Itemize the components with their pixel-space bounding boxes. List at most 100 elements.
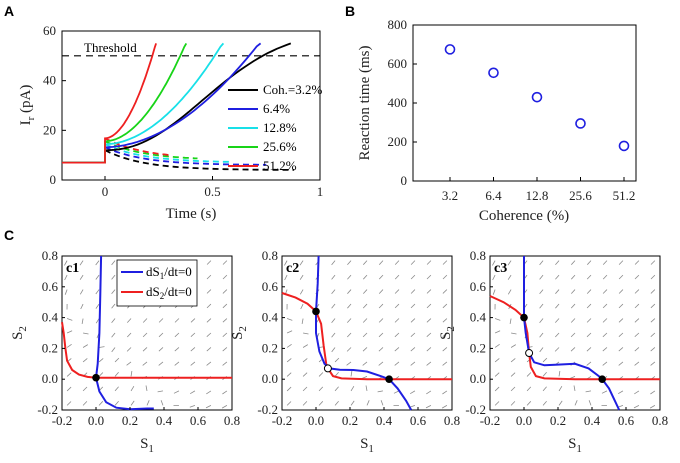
y-tick-label: -0.2 [257,402,278,417]
field-arrow [588,400,592,406]
x-tick-label: 0.4 [584,413,601,428]
field-arrow [618,347,624,352]
y-tick-label: 0.8 [470,248,486,263]
field-arrow [554,347,560,352]
axis-label-sub: 2 [445,326,457,332]
field-arrow [650,303,656,309]
field-arrow [284,274,288,281]
field-arrow [126,361,132,366]
field-arrow [142,318,148,323]
y-tick-label: 0 [401,173,408,188]
field-arrow [205,405,212,409]
x-tick-label: 0.6 [190,413,207,428]
winning-curve [62,43,157,164]
field-arrow [650,289,656,294]
field-arrow [222,274,228,280]
panel-a-frame [61,30,321,181]
x-tick-label: 0.8 [652,413,668,428]
x-tick-label: 51.2 [613,188,636,203]
field-arrow [190,347,196,352]
field-arrow [350,370,353,377]
field-arrow [331,332,336,338]
field-arrow [366,400,370,406]
data-point [488,67,499,79]
panel-b-y-label: Reaction time (ms) [357,46,373,161]
field-arrow [539,318,544,324]
field-arrow [64,260,68,266]
field-arrow [586,289,592,294]
field-arrow [510,344,517,348]
field-arrow [66,343,72,348]
field-arrow [555,318,560,323]
field-arrow [206,347,212,352]
field-arrow [494,330,501,334]
field-arrow [142,332,148,338]
field-arrow [425,405,432,409]
field-arrow [347,318,352,323]
field-arrow [571,289,576,294]
field-arrow [111,347,116,353]
panel-a-x-label: Time (s) [166,206,217,222]
field-arrow [426,390,432,395]
field-arrow [586,274,592,280]
field-arrow [555,303,560,309]
y-tick-label: -0.2 [37,402,58,417]
field-arrow [114,400,119,406]
field-arrow [83,332,89,335]
field-arrow [634,332,640,337]
legend-tail: /dt=0 [164,264,192,279]
field-arrow [426,303,432,309]
field-arrow [394,361,400,366]
field-arrow [602,289,608,294]
field-arrow [494,318,501,321]
x-tick-label: 0.0 [516,413,532,428]
field-arrow [66,372,72,377]
field-arrow [286,386,292,392]
field-arrow [189,405,196,408]
y-axis-label: S2 [438,326,457,340]
field-arrow [650,390,656,395]
x-tick-label: 0.8 [444,413,460,428]
field-arrow [542,357,548,363]
field-arrow [111,318,116,324]
axis-label-sub: 1 [576,443,582,455]
field-arrow [300,303,304,310]
field-arrow [362,318,368,323]
field-arrow [586,347,592,352]
field-arrow [221,405,228,409]
field-arrow [174,332,180,338]
field-arrow [174,347,180,352]
field-arrow [539,289,544,295]
field-arrow [81,318,84,324]
field-arrow [555,332,560,338]
field-arrow [189,390,196,395]
x-tick-label: 0.8 [224,413,240,428]
field-arrow [334,371,339,377]
field-arrow [586,361,592,366]
x-tick-label: 0.5 [204,184,220,199]
y-tick-label: 0.6 [262,279,279,294]
field-arrow [206,303,212,309]
field-arrow [66,386,72,392]
x-axis-label: S1 [568,436,582,455]
x-tick-label: 0.2 [342,413,358,428]
field-arrow [634,318,640,323]
panel-b-points [444,44,630,152]
y-tick-label: 0.0 [470,371,486,386]
legend-main: dS [146,284,160,299]
field-arrow [362,347,368,352]
field-arrow [558,385,563,392]
data-point [618,140,630,152]
unstable-fixed-point [323,364,332,373]
field-arrow [95,303,100,309]
field-arrow [331,260,336,266]
field-arrow [634,303,640,309]
legend-label: 6.4% [263,101,290,116]
field-arrow [66,330,73,334]
field-arrow [602,318,608,323]
field-arrow [410,274,416,280]
field-arrow [286,318,293,321]
field-arrow [618,361,624,366]
field-arrow [299,289,304,295]
